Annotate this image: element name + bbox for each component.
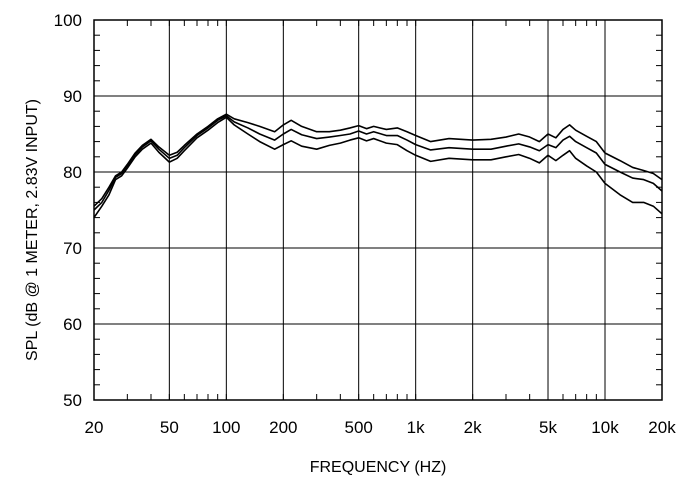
y-tick-label: 60 [63, 315, 82, 334]
x-tick-label: 1k [407, 418, 425, 437]
y-tick-label: 90 [63, 87, 82, 106]
y-tick-label: 50 [63, 391, 82, 410]
y-tick-label: 70 [63, 239, 82, 258]
x-tick-label: 100 [212, 418, 240, 437]
y-tick-label: 80 [63, 163, 82, 182]
x-tick-labels: 20 50 100 200 500 1k 2k 5k 10k 20k [85, 418, 677, 437]
x-tick-label: 10k [591, 418, 619, 437]
x-tick-label: 200 [269, 418, 297, 437]
series-layer [93, 113, 663, 219]
x-tick-label: 500 [344, 418, 372, 437]
x-tick-label: 5k [539, 418, 557, 437]
plot-frame [93, 19, 663, 401]
y-axis-title: SPL (dB @ 1 METER, 2.83V INPUT) [24, 99, 41, 361]
x-tick-label: 20 [85, 418, 104, 437]
response-curve-3 [93, 116, 663, 219]
response-curve-1 [93, 113, 663, 207]
response-curve-2 [93, 114, 663, 211]
x-tick-label: 2k [464, 418, 482, 437]
x-tick-label: 50 [160, 418, 179, 437]
x-axis-title: FREQUENCY (HZ) [310, 459, 447, 476]
y-tick-labels: 50 60 70 80 90 100 [54, 11, 82, 410]
y-tick-label: 100 [54, 11, 82, 30]
x-tick-label: 20k [648, 418, 676, 437]
